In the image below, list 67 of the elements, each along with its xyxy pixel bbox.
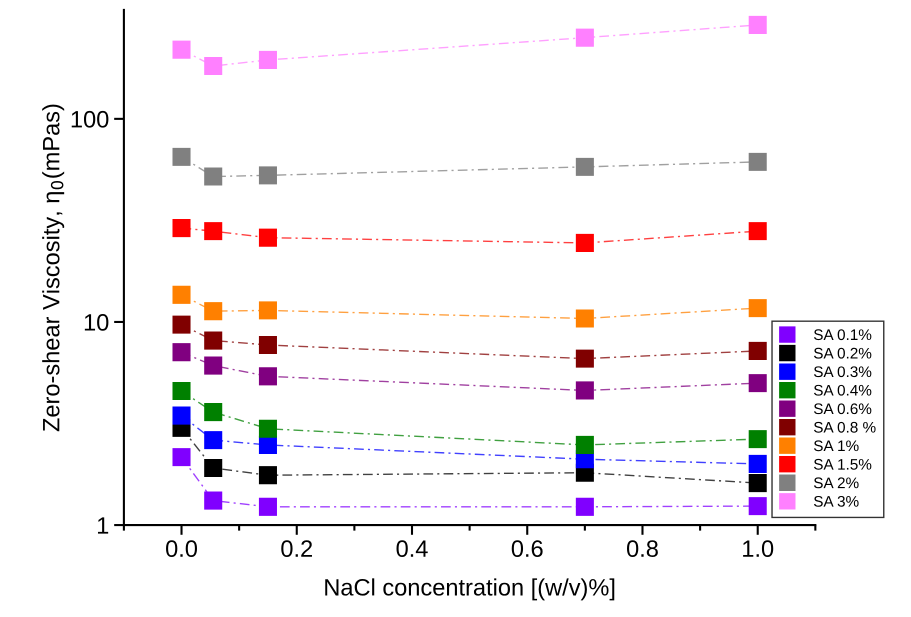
point <box>748 474 767 492</box>
point <box>172 448 191 466</box>
point <box>576 158 594 176</box>
point <box>576 309 594 328</box>
point <box>258 166 277 184</box>
y-axis-title: Zero-shear Viscosity, η$_{0}$(mPas) <box>42 104 64 432</box>
point <box>748 16 767 34</box>
point <box>172 40 191 59</box>
legend-label: SA 0.2% <box>814 348 872 359</box>
legend-label: SA 1.5% <box>814 458 872 470</box>
point <box>172 316 191 334</box>
point <box>576 498 594 516</box>
point <box>172 286 191 304</box>
point <box>576 28 594 47</box>
point <box>172 382 191 400</box>
point <box>258 336 277 354</box>
point <box>258 367 277 386</box>
point <box>172 219 191 238</box>
point <box>204 57 222 76</box>
point <box>576 381 594 400</box>
point <box>748 222 767 240</box>
legend-label: SA 0.3% <box>814 366 872 378</box>
point <box>204 492 222 510</box>
point <box>172 406 191 425</box>
point <box>258 228 277 247</box>
point <box>748 454 767 473</box>
legend-label: SA 0.8 % <box>814 422 876 433</box>
point <box>204 222 222 240</box>
point <box>204 431 222 450</box>
x-tick-label: 0.6 <box>512 540 543 557</box>
point <box>204 332 222 350</box>
x-tick-label: 0.2 <box>281 540 312 557</box>
point <box>204 458 222 478</box>
point <box>172 343 191 362</box>
legend-label: SA 1% <box>814 440 859 452</box>
point <box>576 350 594 368</box>
point <box>748 342 767 360</box>
x-axis-title: NaCl concentration [(w/v)%] <box>325 578 614 600</box>
y-tick-label: 1 <box>98 517 108 534</box>
point <box>748 374 767 392</box>
legend-label: SA 0.1% <box>814 329 872 340</box>
y-tick-label: 100 <box>72 110 108 128</box>
point <box>576 436 594 454</box>
x-tick-label: 1.0 <box>743 540 774 557</box>
point <box>748 497 767 516</box>
point <box>748 299 767 318</box>
point <box>258 301 277 320</box>
x-tick-label: 0.4 <box>396 540 428 557</box>
point <box>576 234 594 252</box>
point <box>748 430 767 448</box>
point <box>204 356 222 375</box>
x-tick-label: 0.0 <box>166 540 198 557</box>
point <box>748 152 767 171</box>
point <box>258 50 277 69</box>
legend-label: SA 2% <box>814 477 859 488</box>
legend-label: SA 3% <box>814 496 859 507</box>
x-tick-label: 0.8 <box>626 540 658 557</box>
point <box>204 168 222 186</box>
point <box>204 403 222 422</box>
point <box>172 148 191 166</box>
legend-label: SA 0.4% <box>814 384 872 396</box>
point <box>258 466 277 484</box>
point <box>258 498 277 516</box>
y-tick-label: 10 <box>84 314 108 331</box>
legend-label: SA 0.6% <box>814 403 872 414</box>
point <box>258 420 277 438</box>
point <box>204 302 222 320</box>
